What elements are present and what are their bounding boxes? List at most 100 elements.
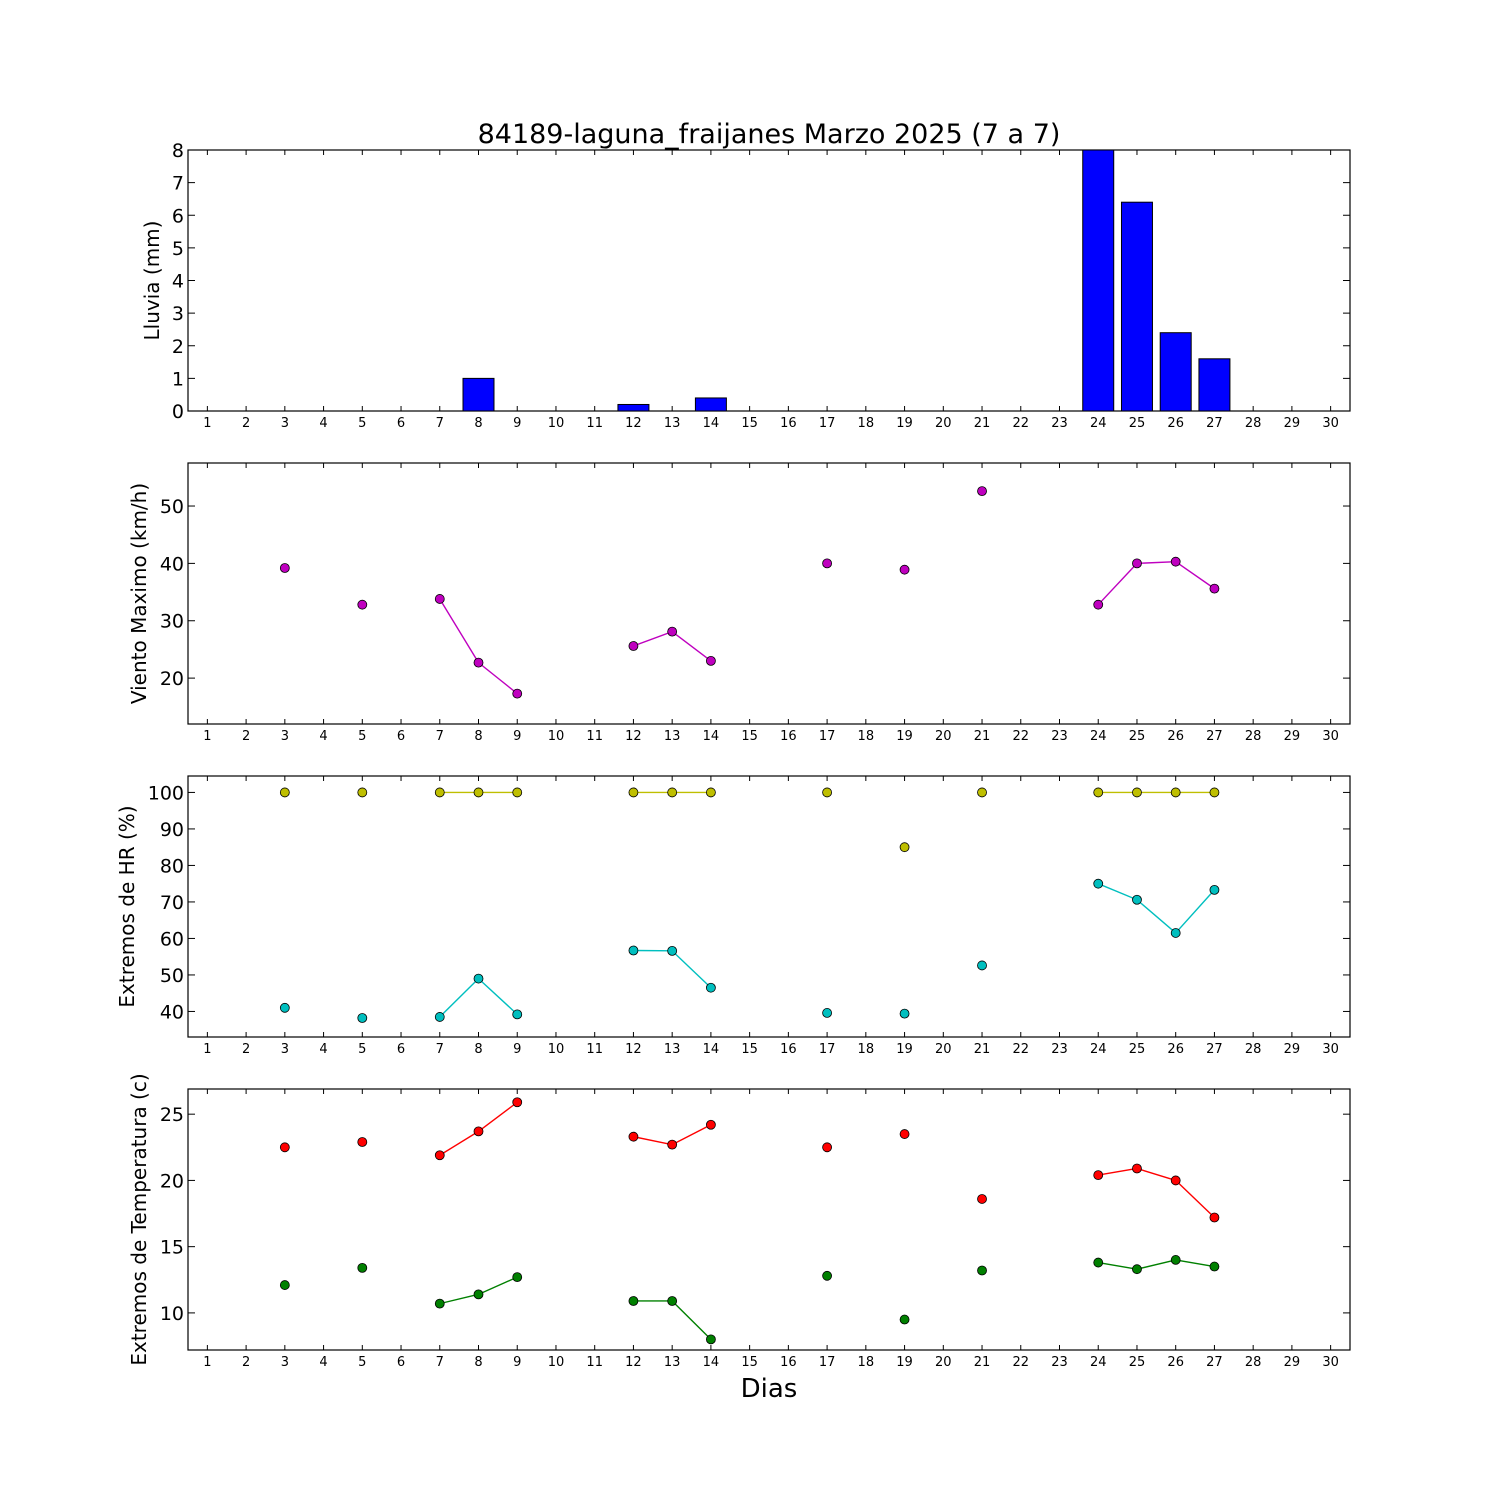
x-tick-label: 1: [203, 1042, 211, 1057]
x-tick-label: 12: [625, 416, 642, 431]
subplot-extremos-de-hr: 1 2 3 4 5 6 7 8 9 10 11 12 13 14 15 16 17 18 19 20 21 22 23 24 2…: [115, 775, 1351, 1057]
x-tick-label: 1: [203, 1355, 211, 1370]
x-tick-label: 25: [1129, 416, 1146, 431]
x-tick-label: 7: [436, 416, 444, 431]
x-tick-label: 26: [1167, 1042, 1184, 1057]
x-tick-label: 26: [1167, 729, 1184, 744]
wind-line-segment: [1175, 561, 1215, 590]
temp-min-point-day-9: [512, 1272, 523, 1283]
y-tick-label: 50: [160, 496, 184, 518]
hr-min-point-day-19: [899, 1008, 910, 1019]
temp-max-point-day-7: [434, 1150, 445, 1161]
x-tick-label: 4: [319, 416, 327, 431]
x-tick-label: 7: [436, 729, 444, 744]
x-tick-label: 10: [548, 1042, 565, 1057]
x-tick-label: 29: [1284, 416, 1301, 431]
x-tick-label: 17: [819, 1355, 836, 1370]
x-tick-label: 10: [548, 1355, 565, 1370]
x-tick-label: 18: [858, 729, 875, 744]
hr-min-line-segment: [671, 950, 712, 989]
x-tick-label: 30: [1322, 729, 1339, 744]
temp-max-line-segment: [1136, 1167, 1176, 1182]
hr-min-line-segment: [478, 978, 518, 1015]
wind-line-segment: [478, 662, 518, 695]
x-tick-label: 21: [974, 416, 991, 431]
temp-min-point-day-24: [1093, 1257, 1104, 1268]
x-tick-label: 15: [741, 729, 758, 744]
wind-point-day-5: [357, 599, 368, 610]
hr-min-point-day-17: [822, 1008, 832, 1018]
x-tick-label: 20: [935, 1042, 952, 1057]
temp-max-point-day-27: [1209, 1212, 1220, 1223]
x-tick-label: 7: [436, 1042, 444, 1057]
x-tick-label: 5: [358, 1355, 366, 1370]
hr-min-point-day-25: [1132, 894, 1142, 905]
temp-min-point-day-26: [1170, 1255, 1181, 1265]
x-tick-label: 22: [1012, 729, 1029, 744]
plot-frame: [187, 462, 1351, 725]
x-tick-label: 4: [319, 1042, 327, 1057]
temp-min-point-day-3: [279, 1280, 290, 1290]
x-tick-label: 13: [664, 1042, 681, 1057]
x-tick-label: 23: [1051, 1355, 1068, 1370]
x-tick-label: 16: [780, 416, 797, 431]
x-tick-label: 17: [819, 729, 836, 744]
rain-bar-day-25: [1120, 201, 1153, 412]
x-tick-label: 3: [281, 1355, 289, 1370]
x-tick-label: 13: [664, 416, 681, 431]
y-tick-label: 2: [172, 336, 184, 358]
x-tick-label: 13: [664, 1355, 681, 1370]
wind-point-day-7: [434, 594, 445, 604]
x-tick-label: 5: [358, 729, 366, 744]
temp-max-line-segment: [671, 1124, 712, 1146]
y-axis-label: Extremos de Temperatura (c): [127, 1073, 151, 1365]
temp-max-line-segment: [633, 1136, 673, 1146]
wind-point-day-9: [512, 688, 523, 699]
wind-point-day-24: [1093, 599, 1104, 610]
hr-min-point-day-3: [279, 1002, 290, 1013]
hr-max-point-day-8: [473, 787, 484, 798]
x-axis-label: Dias: [741, 1374, 798, 1404]
x-tick-label: 29: [1284, 1355, 1301, 1370]
x-tick-label: 6: [397, 729, 405, 744]
plot-frame: [187, 1088, 1351, 1351]
hr-min-point-day-26: [1170, 928, 1181, 938]
x-tick-label: 20: [935, 1355, 952, 1370]
temp-max-point-day-14: [706, 1119, 716, 1130]
x-tick-label: 11: [586, 1042, 603, 1057]
x-tick-label: 4: [319, 1355, 327, 1370]
y-tick-label: 10: [160, 1303, 184, 1325]
temp-max-point-day-26: [1170, 1175, 1181, 1186]
x-tick-label: 28: [1245, 1355, 1262, 1370]
temp-max-point-day-17: [822, 1142, 832, 1153]
temp-max-point-day-19: [899, 1129, 910, 1139]
x-tick-label: 8: [474, 1042, 482, 1057]
x-tick-label: 30: [1322, 1355, 1339, 1370]
y-tick-label: 3: [172, 303, 184, 325]
rain-bar-day-27: [1198, 358, 1231, 412]
x-tick-label: 9: [513, 729, 521, 744]
x-tick-label: 22: [1012, 1042, 1029, 1057]
x-tick-label: 17: [819, 416, 836, 431]
y-tick-label: 7: [172, 173, 184, 195]
x-tick-label: 5: [358, 1042, 366, 1057]
temp-min-point-day-14: [706, 1334, 716, 1345]
temp-min-line-segment: [671, 1300, 712, 1340]
x-tick-label: 24: [1090, 1355, 1107, 1370]
x-tick-label: 6: [397, 1042, 405, 1057]
temp-max-point-day-3: [279, 1142, 290, 1153]
wind-point-day-14: [706, 656, 716, 666]
x-tick-label: 12: [625, 729, 642, 744]
hr-max-point-day-19: [899, 842, 910, 853]
hr-max-point-day-9: [512, 787, 523, 798]
x-tick-label: 1: [203, 416, 211, 431]
temp-min-point-day-27: [1209, 1261, 1220, 1272]
hr-min-point-day-8: [473, 973, 484, 984]
rain-bar-day-24: [1082, 149, 1115, 412]
hr-max-point-day-12: [628, 787, 639, 798]
temp-max-point-day-5: [357, 1137, 368, 1147]
subplot-extremos-de-temperatura-c: 1 2 3 4 5 6 7 8 9 10 11 12 13 14 15 16 17 18 19 20 21 22 23 24 2…: [127, 1073, 1351, 1370]
wind-point-day-19: [899, 564, 910, 575]
subplot-lluvia-mm: 1 2 3 4 5 6 7 8 9 10 11 12 13 14 15 16 17 18 19 20 21 22 23 24 2…: [140, 140, 1351, 431]
x-tick-label: 3: [281, 729, 289, 744]
